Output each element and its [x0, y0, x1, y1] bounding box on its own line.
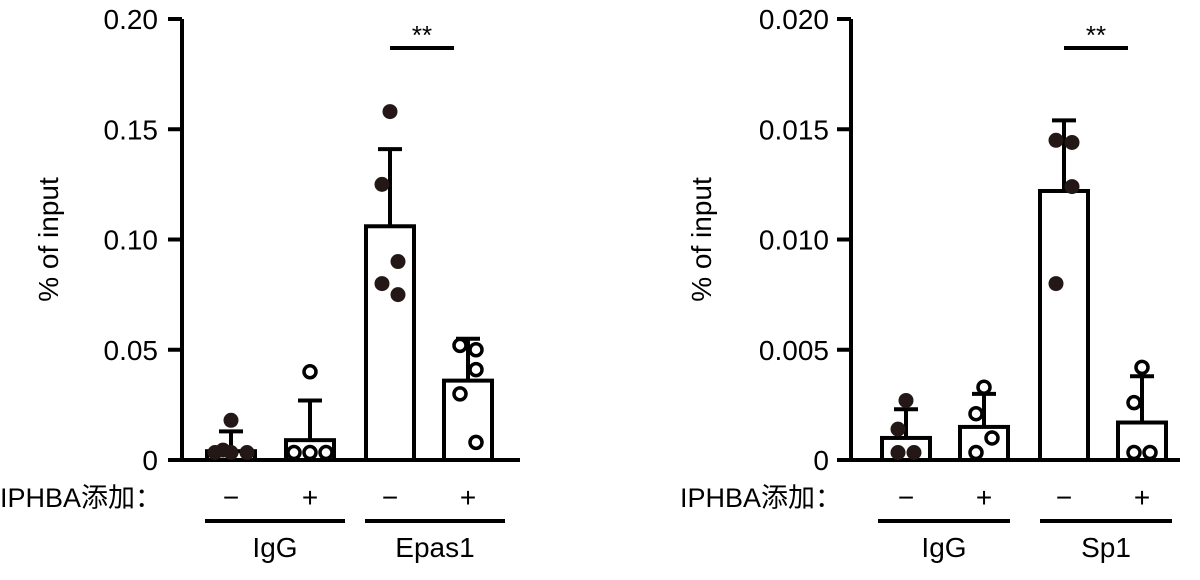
- data-point: [302, 444, 318, 461]
- data-point: [207, 445, 223, 460]
- data-point: [468, 342, 484, 358]
- group-label: IgG: [252, 532, 297, 563]
- data-point: [898, 392, 914, 408]
- data-point: [984, 430, 1000, 446]
- bar: [1116, 420, 1168, 463]
- data-point: [302, 364, 318, 380]
- data-point: [390, 287, 406, 303]
- data-point: [1126, 444, 1142, 461]
- y-tick-label: 0.15: [104, 114, 159, 145]
- group-label: Sp1: [1081, 532, 1131, 563]
- y-tick-label: 0.010: [759, 225, 829, 256]
- data-point: [968, 405, 984, 422]
- y-tick-label: 0: [142, 445, 158, 476]
- bar: [1038, 188, 1090, 463]
- data-point: [318, 444, 334, 461]
- treatment-label: IPHBA添加：: [0, 483, 162, 513]
- bar: [364, 224, 416, 462]
- data-point: [452, 386, 468, 402]
- y-tick-label: 0.10: [104, 225, 159, 256]
- group-label: IgG: [921, 532, 966, 563]
- data-point: [223, 412, 239, 428]
- data-point: [468, 361, 484, 378]
- y-tick-label: 0.020: [759, 4, 829, 35]
- significance-label: **: [412, 20, 432, 50]
- bar: [880, 435, 932, 463]
- y-axis-title: % of input: [686, 177, 717, 302]
- treatment-sign: +: [302, 482, 318, 513]
- significance-label: **: [1086, 20, 1106, 50]
- treatment-sign: −: [223, 482, 239, 513]
- data-point: [390, 254, 406, 270]
- data-point: [1048, 276, 1064, 292]
- data-point: [468, 434, 484, 451]
- y-tick-label: 0.05: [104, 335, 159, 366]
- data-point: [968, 444, 984, 461]
- group-label: Epas1: [395, 532, 474, 563]
- bar: [442, 378, 494, 462]
- data-point: [976, 379, 992, 395]
- data-point: [890, 445, 906, 460]
- y-axis-title: % of input: [33, 177, 64, 302]
- data-point: [906, 445, 922, 460]
- data-point: [223, 445, 239, 460]
- y-tick-label: 0.005: [759, 335, 829, 366]
- data-point: [890, 421, 906, 437]
- data-point: [374, 176, 390, 192]
- data-point: [1064, 134, 1080, 150]
- data-point: [1064, 179, 1080, 195]
- treatment-label: IPHBA添加：: [680, 483, 842, 513]
- data-point: [1126, 394, 1142, 411]
- treatment-sign: +: [1134, 482, 1150, 513]
- data-point: [239, 445, 255, 460]
- data-point: [374, 276, 390, 292]
- y-tick-label: 0: [813, 445, 829, 476]
- treatment-sign: −: [898, 482, 914, 513]
- treatment-sign: −: [382, 482, 398, 513]
- treatment-sign: +: [460, 482, 476, 513]
- data-point: [1142, 444, 1158, 461]
- chart-panel-1: 0 0.05 0.10 0.15 0.20 % of input ** IPHBA添加： − + −…: [0, 4, 520, 563]
- treatment-sign: −: [1056, 482, 1072, 513]
- y-tick-label: 0.015: [759, 114, 829, 145]
- data-point: [452, 337, 468, 354]
- y-tick-label: 0.20: [104, 4, 159, 35]
- data-point: [1048, 132, 1064, 148]
- data-point: [382, 104, 398, 120]
- chart-panel-2: 0 0.005 0.010 0.015 0.020 % of input ** IPHBA添加…: [680, 4, 1180, 563]
- data-point: [1134, 359, 1150, 376]
- bar: [958, 424, 1010, 462]
- treatment-sign: +: [976, 482, 992, 513]
- data-point: [286, 444, 302, 461]
